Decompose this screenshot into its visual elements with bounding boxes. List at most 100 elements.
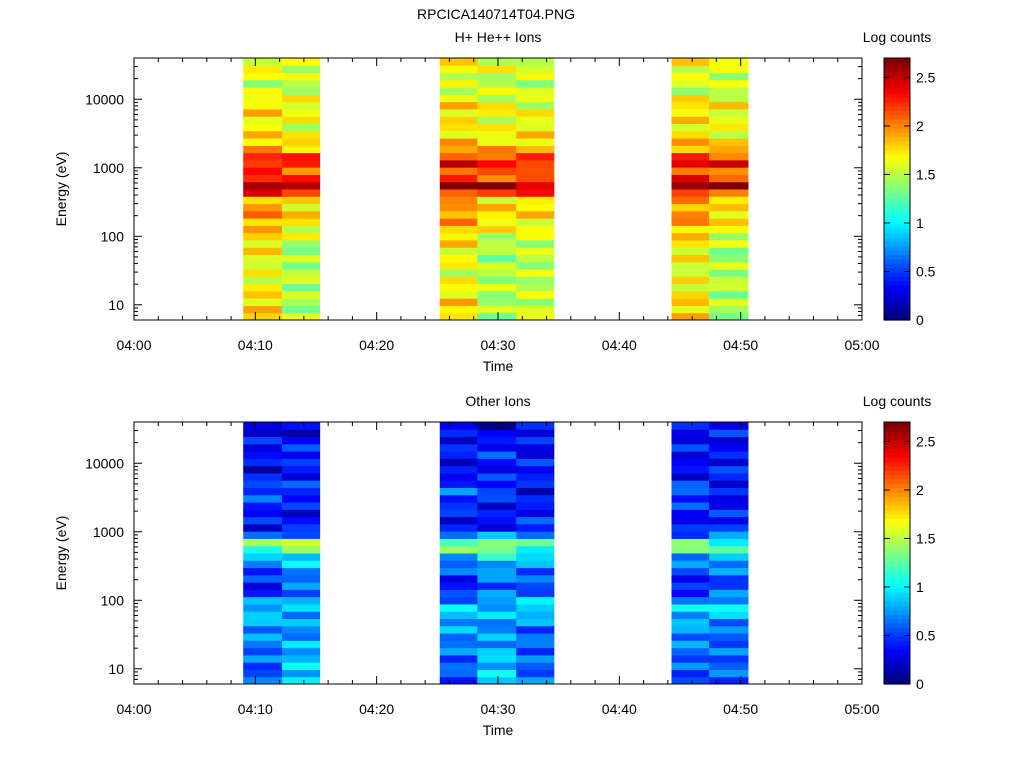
heatmap-cell bbox=[282, 494, 321, 503]
heatmap-cell bbox=[516, 181, 555, 190]
heatmap-cell bbox=[243, 145, 283, 154]
heatmap-cell bbox=[477, 640, 517, 649]
colorbar-tick-label: 0.5 bbox=[916, 627, 936, 643]
heatmap-cell bbox=[671, 436, 710, 445]
heatmap-cell bbox=[709, 443, 749, 452]
heatmap-cell bbox=[282, 487, 321, 496]
heatmap-cell bbox=[709, 305, 749, 314]
heatmap-cell bbox=[282, 647, 321, 656]
heatmap-cell bbox=[516, 596, 555, 605]
heatmap-cell bbox=[243, 196, 283, 205]
x-tick-label: 05:00 bbox=[844, 337, 879, 353]
heatmap-cell bbox=[709, 611, 749, 619]
heatmap-cell bbox=[282, 116, 321, 124]
heatmap-cell bbox=[516, 451, 555, 459]
heatmap-cell bbox=[709, 94, 749, 103]
heatmap-cell bbox=[516, 196, 555, 205]
heatmap-cell bbox=[243, 669, 283, 678]
colorbar-segment bbox=[884, 58, 910, 63]
heatmap-cell bbox=[282, 181, 321, 190]
heatmap-cell bbox=[671, 567, 710, 576]
heatmap-cell bbox=[477, 276, 517, 285]
heatmap-cell bbox=[709, 189, 749, 197]
colorbar-segment bbox=[884, 566, 910, 572]
heatmap-cell bbox=[709, 553, 749, 561]
heatmap-cell bbox=[243, 79, 283, 88]
colorbar-segment bbox=[884, 670, 910, 676]
heatmap-cell bbox=[709, 138, 749, 146]
heatmap-cell bbox=[243, 436, 283, 445]
colorbar-segment bbox=[884, 258, 910, 264]
x-tick-label: 04:30 bbox=[480, 701, 515, 717]
heatmap-cell bbox=[243, 472, 283, 481]
heatmap-cell bbox=[709, 130, 749, 139]
heatmap-cell bbox=[282, 429, 321, 438]
colorbar-segment bbox=[884, 140, 910, 146]
heatmap-cell bbox=[671, 79, 710, 88]
heatmap-cell bbox=[671, 553, 710, 561]
colorbar-segment bbox=[884, 62, 910, 68]
heatmap-cell bbox=[709, 494, 749, 503]
heatmap-cell bbox=[516, 261, 555, 270]
colorbar-segment bbox=[884, 439, 910, 445]
heatmap-cell bbox=[282, 523, 321, 532]
heatmap-cell bbox=[282, 203, 321, 212]
y-tick-label: 100 bbox=[101, 592, 125, 608]
heatmap-cell bbox=[439, 108, 478, 117]
heatmap-cell bbox=[477, 596, 517, 605]
heatmap-cell bbox=[477, 174, 517, 183]
heatmap-cell bbox=[439, 312, 478, 321]
colorbar-segment bbox=[884, 666, 910, 672]
heatmap-cell bbox=[516, 516, 555, 525]
heatmap-cell bbox=[709, 574, 749, 583]
heatmap-cell bbox=[282, 159, 321, 168]
heatmap-cell bbox=[709, 196, 749, 205]
heatmap-cell bbox=[282, 618, 321, 627]
heatmap-cell bbox=[516, 123, 555, 132]
x-tick-label: 04:20 bbox=[359, 701, 394, 717]
colorbar-segment bbox=[884, 649, 910, 655]
heatmap-cell bbox=[477, 443, 517, 452]
y-tick-label: 10 bbox=[108, 297, 124, 313]
heatmap-cell bbox=[516, 167, 555, 175]
heatmap-cell bbox=[477, 203, 517, 212]
heatmap-cell bbox=[671, 640, 710, 649]
colorbar-segment bbox=[884, 456, 910, 462]
heatmap-cell bbox=[516, 305, 555, 314]
heatmap-cell bbox=[282, 654, 321, 663]
heatmap-cell bbox=[709, 589, 749, 598]
colorbar-segment bbox=[884, 675, 910, 681]
heatmap-cell bbox=[477, 509, 517, 518]
heatmap-cell bbox=[516, 487, 555, 496]
heatmap-cell bbox=[243, 283, 283, 292]
heatmap-cell bbox=[709, 167, 749, 175]
colorbar-segment bbox=[884, 162, 910, 168]
heatmap-cell bbox=[243, 676, 283, 685]
colorbar-segment bbox=[884, 114, 910, 120]
heatmap-cell bbox=[477, 553, 517, 561]
heatmap-cell bbox=[671, 239, 710, 248]
heatmap-cell bbox=[477, 458, 517, 467]
colorbar-segment bbox=[884, 601, 910, 606]
colorbar-segment bbox=[884, 276, 910, 282]
heatmap-cell bbox=[477, 560, 517, 569]
heatmap-cell bbox=[516, 79, 555, 88]
heatmap-cell bbox=[477, 574, 517, 583]
heatmap-cell bbox=[477, 87, 517, 95]
heatmap-cell bbox=[709, 218, 749, 226]
heatmap-cell bbox=[439, 72, 478, 81]
heatmap-cell bbox=[439, 79, 478, 88]
heatmap-cell bbox=[439, 138, 478, 146]
heatmap-cell bbox=[243, 65, 283, 74]
heatmap-cell bbox=[709, 603, 749, 612]
x-tick-label: 04:00 bbox=[116, 337, 151, 353]
colorbar-tick-label: 0.5 bbox=[916, 263, 936, 279]
heatmap-cell bbox=[516, 101, 555, 110]
heatmap-cell bbox=[282, 94, 321, 103]
heatmap-cell bbox=[243, 239, 283, 248]
colorbar-segment bbox=[884, 136, 910, 142]
heatmap-cell bbox=[671, 94, 710, 103]
heatmap-cell bbox=[477, 254, 517, 263]
heatmap-cell bbox=[477, 669, 517, 678]
heatmap-cell bbox=[243, 509, 283, 518]
